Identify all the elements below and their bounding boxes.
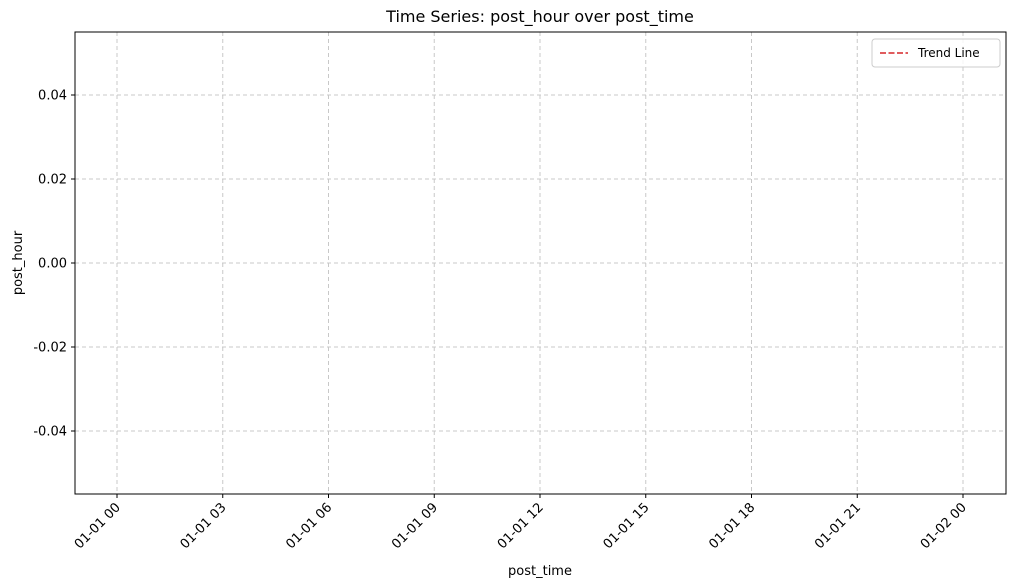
y-tick-label: 0.00 (38, 257, 67, 272)
y-axis: 0.04 0.02 0.00 -0.02 -0.04 (33, 89, 75, 440)
x-tick-label: 01-01 15 (601, 500, 653, 552)
legend: Trend Line (871, 38, 1001, 68)
x-tick-label: 01-02 00 (918, 500, 970, 552)
legend-label-trend-line: Trend Line (917, 46, 980, 60)
x-tick-label: 01-01 12 (495, 500, 547, 552)
x-axis: 01-01 00 01-01 03 01-01 06 01-01 09 01-01 12… (72, 494, 970, 552)
y-tick-label: 0.02 (38, 173, 67, 188)
chart-title: Time Series: post_hour over post_time (385, 7, 694, 27)
legend-box (871, 38, 1001, 68)
y-axis-label: post_hour (11, 230, 26, 295)
x-tick-label: 01-01 09 (389, 500, 441, 552)
grid (75, 32, 1006, 494)
y-tick-label: -0.04 (33, 425, 67, 440)
x-tick-label: 01-01 03 (178, 500, 230, 552)
y-tick-label: 0.04 (38, 89, 67, 104)
x-tick-label: 01-01 21 (812, 500, 864, 552)
x-tick-label: 01-01 00 (72, 500, 124, 552)
x-axis-label: post_time (508, 564, 572, 579)
y-tick-label: -0.02 (33, 341, 67, 356)
x-tick-label: 01-01 06 (283, 500, 335, 552)
x-tick-label: 01-01 18 (706, 500, 758, 552)
